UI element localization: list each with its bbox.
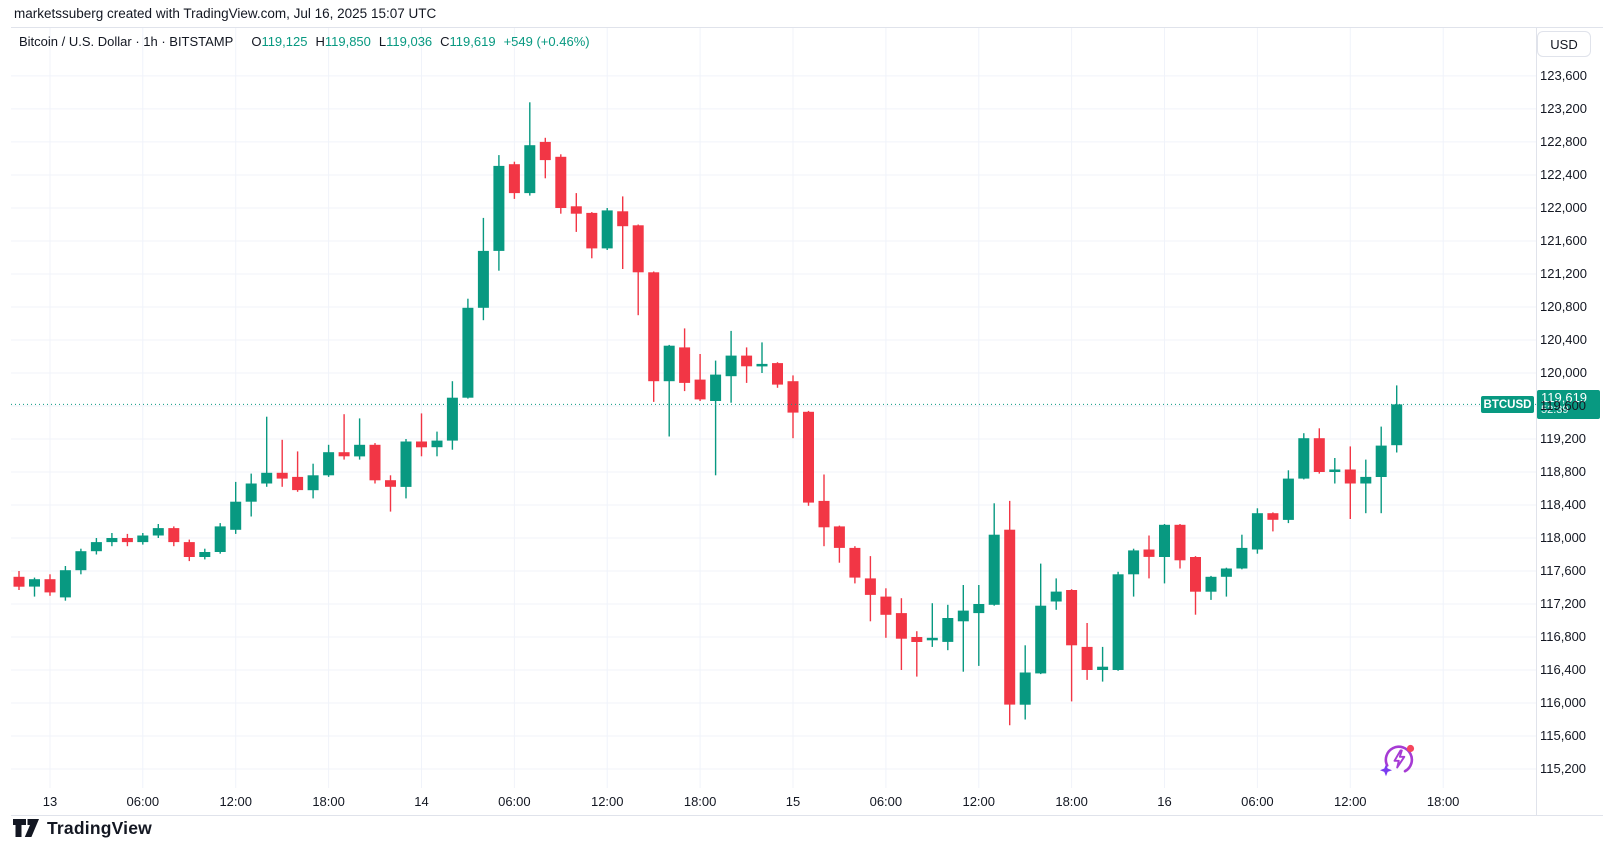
time-axis-label: 18:00 — [1055, 794, 1088, 809]
price-scale-border — [1536, 28, 1537, 815]
price-axis-label: 118,000 — [1540, 529, 1587, 545]
time-axis-label: 06:00 — [1241, 794, 1274, 809]
price-axis-label: 120,400 — [1540, 331, 1587, 347]
price-axis-label: 121,200 — [1540, 265, 1587, 281]
sparkle-star-icon — [1380, 764, 1392, 777]
bar-countdown: 52:39 — [1541, 404, 1569, 417]
price-axis-label: 120,800 — [1540, 298, 1587, 314]
price-axis-label: 120,000 — [1540, 364, 1587, 380]
price-axis-label: 118,800 — [1540, 463, 1587, 479]
candlestick-chart[interactable] — [11, 28, 1536, 788]
time-scale[interactable]: 13 06:00 12:00 18:00 14 06:00 12:00 18:00 15 06:0… — [11, 788, 1536, 815]
current-price-value: 119,619 — [1541, 390, 1588, 406]
price-axis-label: 116,400 — [1540, 662, 1587, 677]
price-axis-label: 122,400 — [1540, 166, 1587, 182]
price-axis-label: 122,000 — [1540, 199, 1587, 215]
attribution-bar: marketssuberg created with TradingView.c… — [14, 6, 437, 21]
price-axis-label: 116,800 — [1540, 629, 1587, 644]
price-axis-label: 118,400 — [1540, 496, 1587, 512]
time-axis-label: 06:00 — [869, 794, 903, 809]
low-label: L — [378, 34, 387, 49]
price-axis-label: 119,200 — [1540, 430, 1587, 446]
lightning-bolt-icon — [1393, 749, 1406, 769]
price-axis-label: 115,200 — [1540, 761, 1587, 777]
change-value: +549 (+0.46%) — [503, 34, 590, 49]
currency-unit-button[interactable]: USD — [1537, 31, 1591, 57]
price-axis-label: 115,600 — [1540, 728, 1587, 744]
high-label: H — [315, 34, 325, 49]
price-chart-pane[interactable]: Bitcoin / U.S. Dollar · 1h · BITSTAMP O11… — [11, 28, 1536, 788]
price-axis-label: 122,800 — [1540, 133, 1587, 149]
candlesticks — [13, 102, 1403, 726]
frame-bottom-border — [11, 815, 1603, 816]
time-axis-label: 18:00 — [312, 794, 345, 809]
price-axis-label: 117,200 — [1540, 596, 1587, 611]
red-dot-icon — [1406, 744, 1415, 753]
tradingview-mark-icon — [13, 819, 39, 837]
chart-legend: Bitcoin / U.S. Dollar · 1h · BITSTAMP O11… — [19, 34, 590, 49]
price-axis-label: 123,600 — [1540, 67, 1587, 83]
high-value: 119,850 — [324, 34, 371, 49]
time-axis-label: 18:00 — [683, 794, 717, 809]
time-axis-label: 12:00 — [1333, 794, 1367, 809]
time-axis-label: 06:00 — [498, 794, 531, 809]
open-label: O — [251, 34, 262, 49]
symbol-tag: BTCUSD — [1481, 396, 1534, 414]
price-axis-label: 119,600 — [1540, 397, 1587, 413]
time-axis-label: 12:00 — [219, 794, 252, 809]
time-axis-label: 12:00 — [590, 794, 624, 809]
ai-sparkle-icon[interactable] — [1377, 737, 1421, 781]
price-scale[interactable]: USD 119,619 52:39 115,200 115,600 116,000 1… — [1537, 28, 1603, 788]
tradingview-logo[interactable]: TradingView — [13, 818, 152, 839]
close-label: C — [440, 34, 450, 49]
time-axis-label: 12:00 — [962, 794, 996, 809]
open-value: 119,125 — [261, 34, 308, 49]
time-axis-label: 14 — [414, 794, 429, 809]
close-value: 119,619 — [449, 34, 496, 49]
circular-arrow-icon — [1384, 745, 1414, 773]
time-axis-label: 15 — [785, 794, 801, 809]
symbol-title: Bitcoin / U.S. Dollar · 1h · BITSTAMP — [19, 34, 234, 49]
price-axis-label: 121,600 — [1540, 232, 1587, 248]
frame-top-border — [11, 27, 1603, 28]
price-axis-label: 117,600 — [1540, 562, 1587, 578]
price-axis-label: 123,200 — [1540, 100, 1587, 116]
current-price-label: 119,619 52:39 — [1537, 390, 1600, 420]
time-axis-label: 18:00 — [1426, 794, 1460, 809]
price-axis-label: 116,000 — [1540, 695, 1587, 710]
tradingview-wordmark: TradingView — [47, 818, 152, 838]
time-axis-label: 06:00 — [126, 794, 160, 809]
low-value: 119,036 — [386, 34, 433, 49]
footer: TradingView — [13, 818, 152, 839]
time-axis-label: 16 — [1157, 794, 1172, 809]
time-axis-label: 13 — [42, 794, 58, 809]
